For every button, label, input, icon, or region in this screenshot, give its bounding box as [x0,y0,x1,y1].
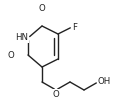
Text: HN: HN [15,33,28,43]
Text: F: F [72,22,77,32]
Text: O: O [53,90,59,99]
Text: O: O [7,50,14,60]
Text: O: O [39,4,45,13]
Text: OH: OH [98,77,111,87]
